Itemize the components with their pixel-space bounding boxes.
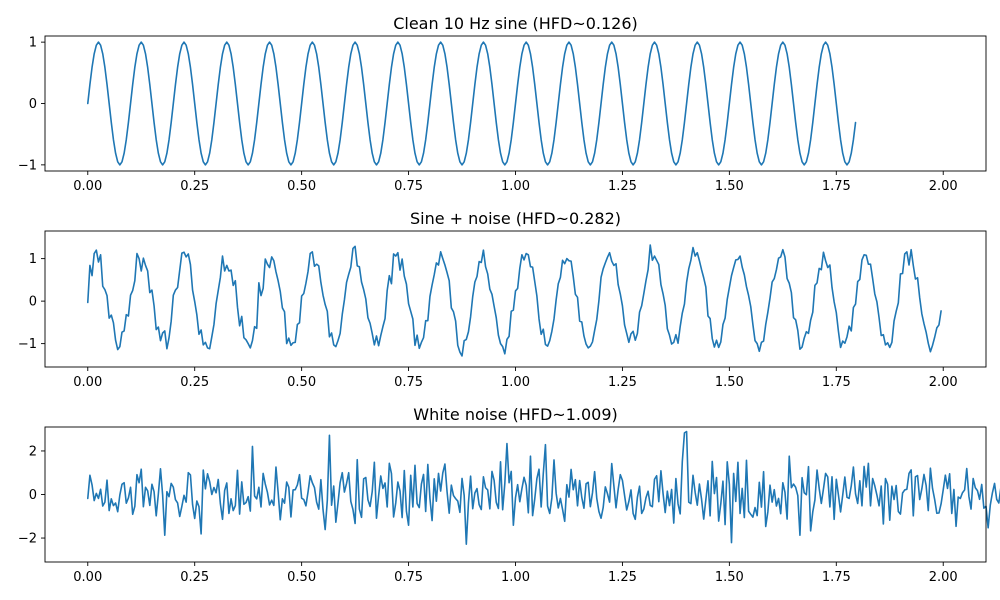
x-tick-label: 0.75 bbox=[394, 570, 423, 585]
y-tick-label: −2 bbox=[18, 532, 37, 547]
x-tick-label: 1.50 bbox=[715, 179, 744, 194]
subplot-clean-sine: 0.00 0.25 0.50 0.75 1.00 1.25 1.50 1.75 2.00 −1 0 1… bbox=[18, 14, 987, 194]
axes-frame bbox=[44, 230, 987, 368]
y-tick-label: 1 bbox=[29, 36, 37, 51]
x-tick-label: 1.00 bbox=[501, 179, 530, 194]
x-tick-label: 1.25 bbox=[608, 179, 637, 194]
subplot-title: White noise (HFD~1.009) bbox=[413, 405, 618, 424]
x-tick-label: 1.00 bbox=[501, 375, 530, 390]
x-tick-label: 1.25 bbox=[608, 375, 637, 390]
x-tick-label: 0.00 bbox=[73, 179, 102, 194]
subplot-title: Clean 10 Hz sine (HFD~0.126) bbox=[393, 14, 638, 33]
series-line bbox=[86, 430, 1000, 545]
x-tick-label: 0.25 bbox=[180, 179, 209, 194]
x-tick-label: 2.00 bbox=[929, 570, 958, 585]
x-tick-label: 0.75 bbox=[394, 179, 423, 194]
x-tick-label: 1.25 bbox=[608, 570, 637, 585]
y-tick-label: −1 bbox=[18, 337, 37, 352]
series-line bbox=[86, 244, 942, 357]
x-tick-label: 1.00 bbox=[501, 570, 530, 585]
x-tick-label: 0.25 bbox=[180, 375, 209, 390]
x-tick-label: 0.00 bbox=[73, 570, 102, 585]
x-tick-label: 0.25 bbox=[180, 570, 209, 585]
x-tick-label: 1.50 bbox=[715, 570, 744, 585]
y-tick-label: 0 bbox=[29, 97, 37, 112]
x-tick-label: 2.00 bbox=[929, 375, 958, 390]
x-tick-label: 0.50 bbox=[287, 375, 316, 390]
y-tick-label: 0 bbox=[29, 488, 37, 503]
x-tick-label: 1.75 bbox=[822, 375, 851, 390]
x-tick-label: 0.00 bbox=[73, 375, 102, 390]
x-tick-label: 0.75 bbox=[394, 375, 423, 390]
subplot-sine-plus-noise: 0.00 0.25 0.50 0.75 1.00 1.25 1.50 1.75 2.00 −1 0 1… bbox=[18, 209, 987, 390]
subplot-white-noise: 0.00 0.25 0.50 0.75 1.00 1.25 1.50 1.75 2.00 −2 0 2… bbox=[18, 405, 1000, 585]
x-tick-label: 0.50 bbox=[287, 570, 316, 585]
y-tick-label: 1 bbox=[29, 252, 37, 267]
subplot-title: Sine + noise (HFD~0.282) bbox=[410, 209, 621, 228]
x-tick-label: 1.75 bbox=[822, 570, 851, 585]
x-tick-label: 2.00 bbox=[929, 179, 958, 194]
y-tick-label: 2 bbox=[29, 444, 37, 459]
x-tick-label: 0.50 bbox=[287, 179, 316, 194]
x-tick-label: 1.75 bbox=[822, 179, 851, 194]
y-tick-label: 0 bbox=[29, 295, 37, 310]
series-line bbox=[86, 41, 857, 166]
x-tick-label: 1.50 bbox=[715, 375, 744, 390]
y-tick-label: −1 bbox=[18, 158, 37, 173]
